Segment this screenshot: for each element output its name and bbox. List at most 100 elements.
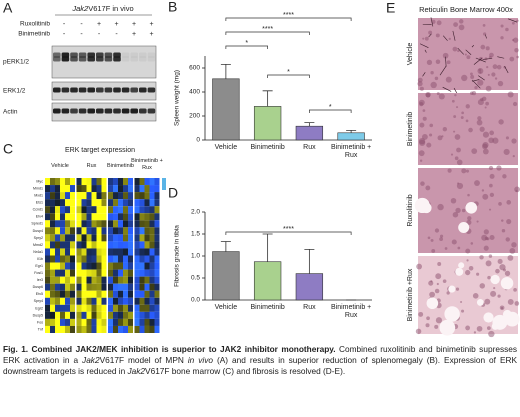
fat-vacuole [426,297,439,310]
blot-label: Actin [3,109,18,116]
treatment-sign: - [80,21,83,28]
histology-cell [481,189,485,192]
histology-cell [438,93,445,100]
histology-cell [497,294,501,298]
panel-label: C [3,141,13,157]
caption-text: in vivo [187,355,214,366]
heatmap-cell [55,227,60,235]
y-tick-label: 1.5 [191,231,200,238]
heatmap-cell [101,255,107,263]
heatmap-cell [76,227,82,235]
histology-cell [437,135,443,141]
heatmap-cell [134,185,140,193]
heatmap-cell [70,255,75,263]
histology-row-label: Binimetinib [407,112,414,146]
blot-band [87,87,95,93]
blot-band [139,52,147,58]
reticulin-fiber [504,66,509,74]
heatmap-cell [108,297,113,305]
heatmap-cell [81,283,87,291]
caption-text: Jak2 [127,366,146,377]
heatmap-cell [149,220,155,228]
histology-cell [424,36,429,41]
heatmap-cell [118,304,123,312]
panel-label: B [168,0,177,15]
heatmap-cell [128,283,133,291]
heatmap-cell [81,262,87,270]
blot-band [104,52,113,58]
heatmap-cell [50,248,55,256]
histology-cell [498,202,502,206]
heatmap-cell [118,262,123,270]
histology-cell [507,299,514,305]
heatmap-cell [91,178,97,186]
heatmap-cell [55,262,60,270]
heatmap-cell [123,227,128,235]
histology-cell [511,21,515,25]
x-tick-label: Rux [303,304,316,311]
heatmap-cell [60,304,65,312]
gene-label: Fos [37,320,43,324]
histology-cell [465,269,471,276]
heatmap-cell [81,185,87,193]
heatmap-cell [96,255,102,263]
histology-cell [468,265,474,271]
heatmap-cell [118,199,123,207]
heatmap-cell [128,318,133,326]
histology-cell [488,254,493,258]
heatmap-cell [70,241,75,249]
heatmap-cell [70,178,75,186]
error-bar [304,249,315,274]
heatmap-cell [60,290,65,298]
histology-cell [421,134,428,140]
heatmap-cell [144,213,150,221]
heatmap-cell [123,311,128,319]
histology-cell [466,55,471,60]
histology-cell [492,137,499,144]
histology-cell [431,249,436,253]
fat-vacuole [490,274,500,285]
histology-cell [497,80,504,87]
y-tick-label: 0.5 [191,275,200,282]
heatmap-cell [45,276,50,284]
reticulin-fiber [508,18,518,23]
histology-cell [512,155,515,158]
heatmap-cell [101,213,107,221]
histology-cell [501,228,506,233]
blot-band [96,87,104,93]
histology-cell [491,72,496,77]
y-tick-label: 0.0 [191,297,200,304]
histology-cell [456,159,463,166]
histology-cell [501,307,504,310]
heatmap-cell [70,248,75,256]
heatmap-cell [91,185,97,193]
histology-cell [436,282,439,286]
histology-cell [439,237,444,242]
heatmap-cell [96,192,102,200]
heatmap-cell [81,178,87,186]
histology-cell [442,52,449,59]
blot-band [130,87,138,93]
heatmap-cell [55,192,60,200]
heatmap-cell [65,276,70,284]
histology-cell [492,64,498,70]
heatmap-cell [139,311,145,319]
histology-cell [474,180,480,186]
heatmap-cell [91,262,97,270]
heatmap-cell [144,283,150,291]
histology-cell [500,24,504,28]
heatmap-cell [65,262,70,270]
heatmap-cell [45,227,50,235]
heatmap-cell [101,262,107,270]
heatmap-cell [154,318,160,326]
histology-cell [429,291,435,298]
gene-label: Dusp5 [33,313,43,317]
gene-label: Nr4a1 [33,250,43,254]
heatmap-cell [123,262,128,270]
histology-cell [476,220,479,223]
blot-band [147,52,156,58]
heatmap-cell [123,318,128,326]
heatmap-cell [101,325,107,333]
